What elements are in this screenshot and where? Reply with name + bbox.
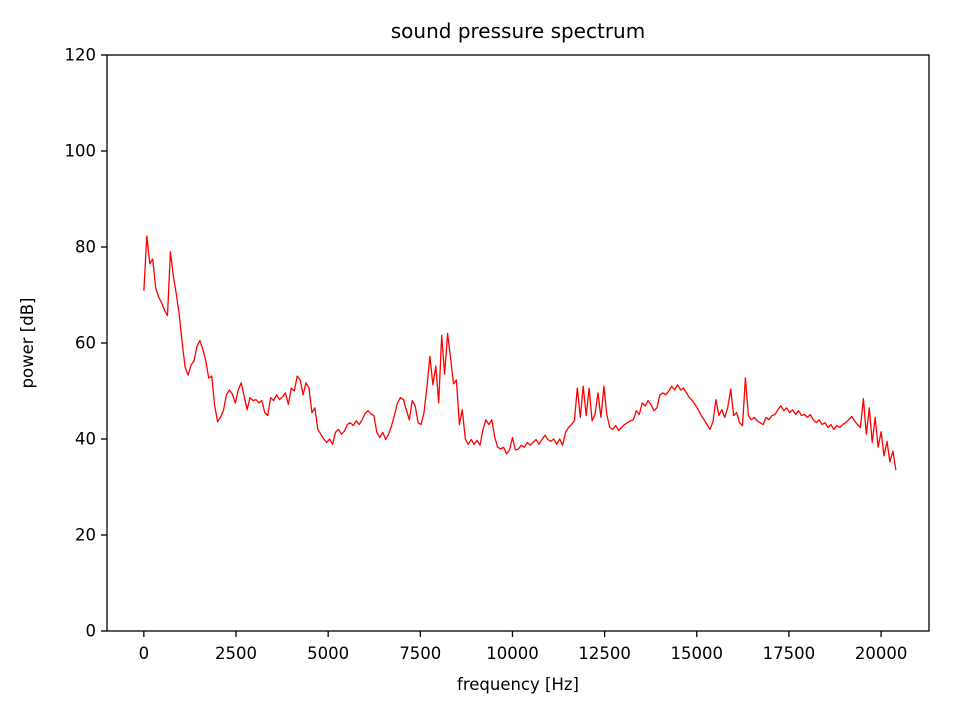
y-tick-label: 100 [65,142,97,161]
chart-title: sound pressure spectrum [391,19,645,43]
x-tick-label: 15000 [671,644,724,663]
spectrum-line [143,235,897,471]
x-tick-label: 2500 [215,644,257,663]
x-tick-label: 20000 [855,644,908,663]
x-tick-label: 0 [139,644,150,663]
y-tick-label: 40 [75,430,96,449]
x-axis-label: frequency [Hz] [457,675,579,694]
x-axis-ticks: 0 2500 5000 7500 10000 12500 15000 17500 20000 [139,631,908,663]
y-tick-label: 60 [75,334,96,353]
x-tick-label: 12500 [578,644,631,663]
plot-area [106,54,930,632]
y-tick-label: 120 [65,46,97,65]
y-tick-label: 0 [86,622,97,641]
x-tick-label: 10000 [486,644,539,663]
y-tick-label: 20 [75,526,96,545]
y-tick-label: 80 [75,238,96,257]
x-tick-label: 5000 [307,644,349,663]
x-tick-label: 17500 [763,644,816,663]
x-tick-label: 7500 [399,644,441,663]
y-axis-label: power [dB] [18,298,37,389]
y-axis-ticks: 0 20 40 60 80 100 120 [65,46,107,641]
